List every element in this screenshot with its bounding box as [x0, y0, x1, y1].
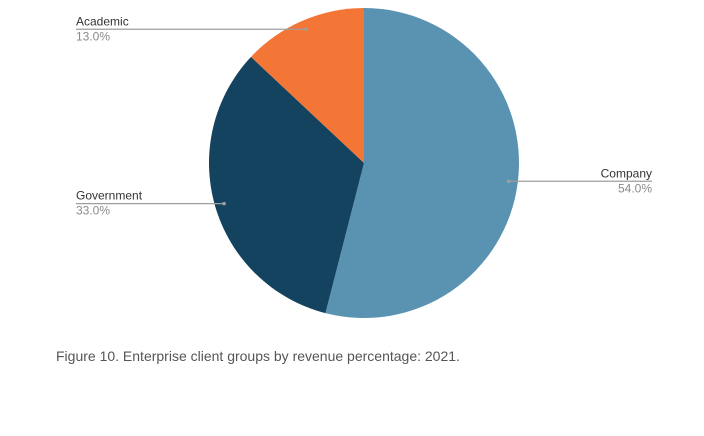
leader-dot-company: [507, 179, 511, 183]
figure-caption: Figure 10. Enterprise client groups by r…: [56, 348, 460, 364]
leader-dot-government: [222, 202, 226, 206]
leader-dot-academic: [304, 27, 308, 31]
slice-label-academic: Academic: [76, 14, 129, 28]
slice-label-company: Company: [601, 166, 652, 180]
slice-percent-government: 33.0%: [76, 204, 110, 218]
slice-label-government: Government: [76, 189, 143, 203]
slice-percent-company: 54.0%: [618, 181, 652, 195]
pie-slices: [209, 8, 519, 318]
slice-percent-academic: 13.0%: [76, 29, 110, 43]
